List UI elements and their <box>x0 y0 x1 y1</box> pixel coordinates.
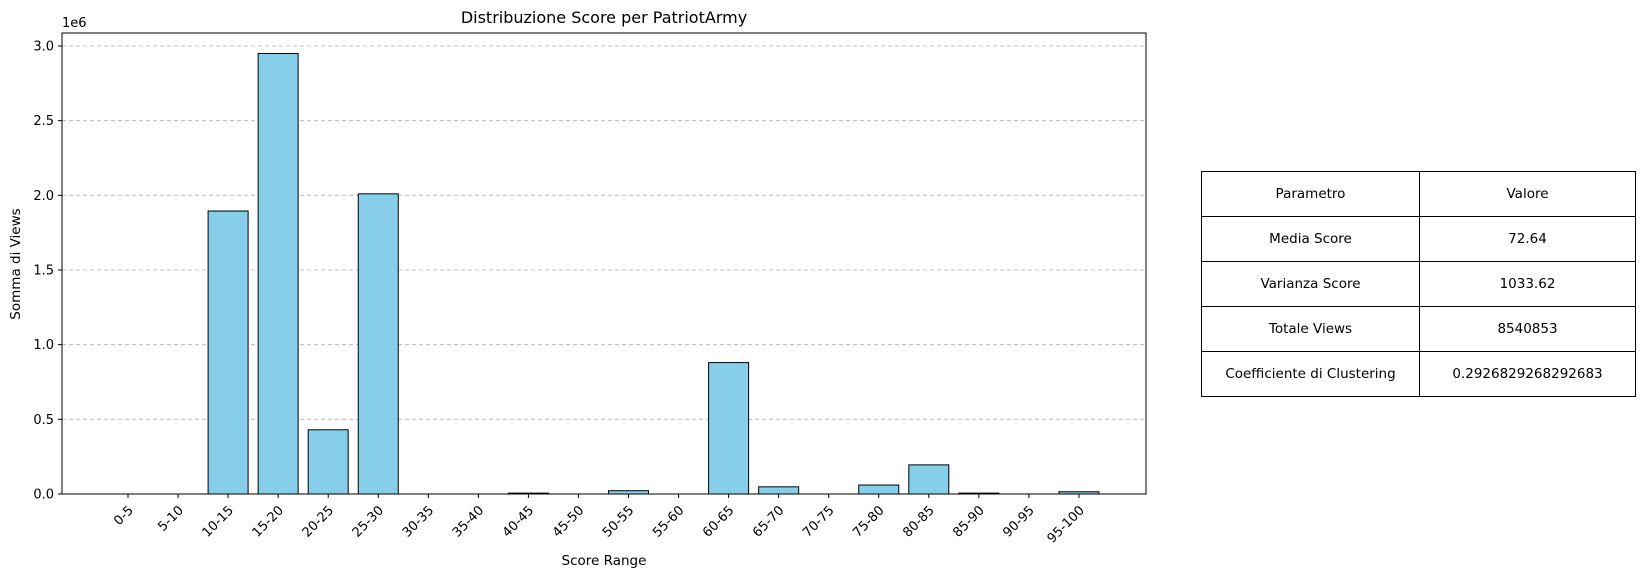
plot-frame <box>61 32 1147 495</box>
x-tick-label: 5-10 <box>155 503 186 534</box>
table-row: Varianza Score 1033.62 <box>1201 261 1636 307</box>
x-tick-label: 15-20 <box>250 503 287 540</box>
x-tick-label: 55-60 <box>650 503 687 540</box>
x-tick-label: 50-55 <box>600 503 637 540</box>
row-param-totale: Totale Views <box>1201 306 1420 352</box>
x-tick-label: 70-75 <box>800 503 837 540</box>
x-tick-label: 35-40 <box>450 503 487 540</box>
header-parametro: Parametro <box>1201 171 1420 217</box>
bar-25-30 <box>357 193 399 495</box>
grid-lines <box>62 45 1146 495</box>
x-tick-label: 45-50 <box>550 503 587 540</box>
x-tick-label: 65-70 <box>750 503 787 540</box>
y-tick-label: 1.0 <box>33 338 54 353</box>
row-value-media: 72.64 <box>1419 216 1636 262</box>
row-param-clustering: Coefficiente di Clustering <box>1201 351 1420 397</box>
x-tick-label: 0-5 <box>111 503 137 529</box>
header-valore: Valore <box>1419 171 1636 217</box>
x-tick-label: 95-100 <box>1045 503 1088 546</box>
x-tick-label: 90-95 <box>1000 503 1037 540</box>
y-axis-label: Somma di Views <box>8 208 24 319</box>
x-tick-label: 30-35 <box>400 503 437 540</box>
row-param-media: Media Score <box>1201 216 1420 262</box>
table-row: Coefficiente di Clustering 0.29268292682… <box>1201 351 1636 397</box>
bar-20-25 <box>307 429 349 495</box>
x-tick-label: 60-65 <box>700 503 737 540</box>
x-tick-label: 20-25 <box>300 503 337 540</box>
y-tick-label: 1.5 <box>33 264 54 279</box>
table-header-row: Parametro Valore <box>1201 171 1636 217</box>
y-tick-label: 0.0 <box>33 488 54 503</box>
row-value-varianza: 1033.62 <box>1419 261 1636 307</box>
x-tick-label: 85-90 <box>950 503 987 540</box>
x-tick-label: 80-85 <box>900 503 937 540</box>
x-tick-label: 75-80 <box>850 503 887 540</box>
chart-title: Distribuzione Score per PatriotArmy <box>461 8 747 27</box>
row-value-clustering: 0.2926829268292683 <box>1419 351 1636 397</box>
y-tick-label: 2.5 <box>33 114 54 129</box>
bar-60-65 <box>708 362 750 495</box>
y-tick-label: 2.0 <box>33 189 54 204</box>
row-param-varianza: Varianza Score <box>1201 261 1420 307</box>
y-multiplier-label: 1e6 <box>62 16 87 31</box>
row-value-totale: 8540853 <box>1419 306 1636 352</box>
x-tick-label: 25-30 <box>350 503 387 540</box>
bar-10-15 <box>207 210 249 495</box>
x-tick-label: 10-15 <box>200 503 237 540</box>
x-axis: 0-5 5-10 10-15 15-20 20-25 25-30 30-35 35-40 40-… <box>111 494 1088 546</box>
y-tick-label: 3.0 <box>33 40 54 55</box>
bars <box>207 52 1100 495</box>
table-row: Totale Views 8540853 <box>1201 306 1636 352</box>
x-tick-label: 40-45 <box>500 503 537 540</box>
bar-15-20 <box>257 52 299 495</box>
stats-table: Parametro Valore Media Score 72.64 Varia… <box>1201 171 1636 397</box>
x-axis-label: Score Range <box>562 553 647 569</box>
table-row: Media Score 72.64 <box>1201 216 1636 262</box>
bar-80-85 <box>908 464 950 495</box>
bar-75-80 <box>858 484 900 495</box>
y-tick-label: 0.5 <box>33 413 54 428</box>
y-axis: 0.0 0.5 1.0 1.5 2.0 2.5 3.0 <box>33 40 62 503</box>
bar-65-70 <box>758 486 800 495</box>
